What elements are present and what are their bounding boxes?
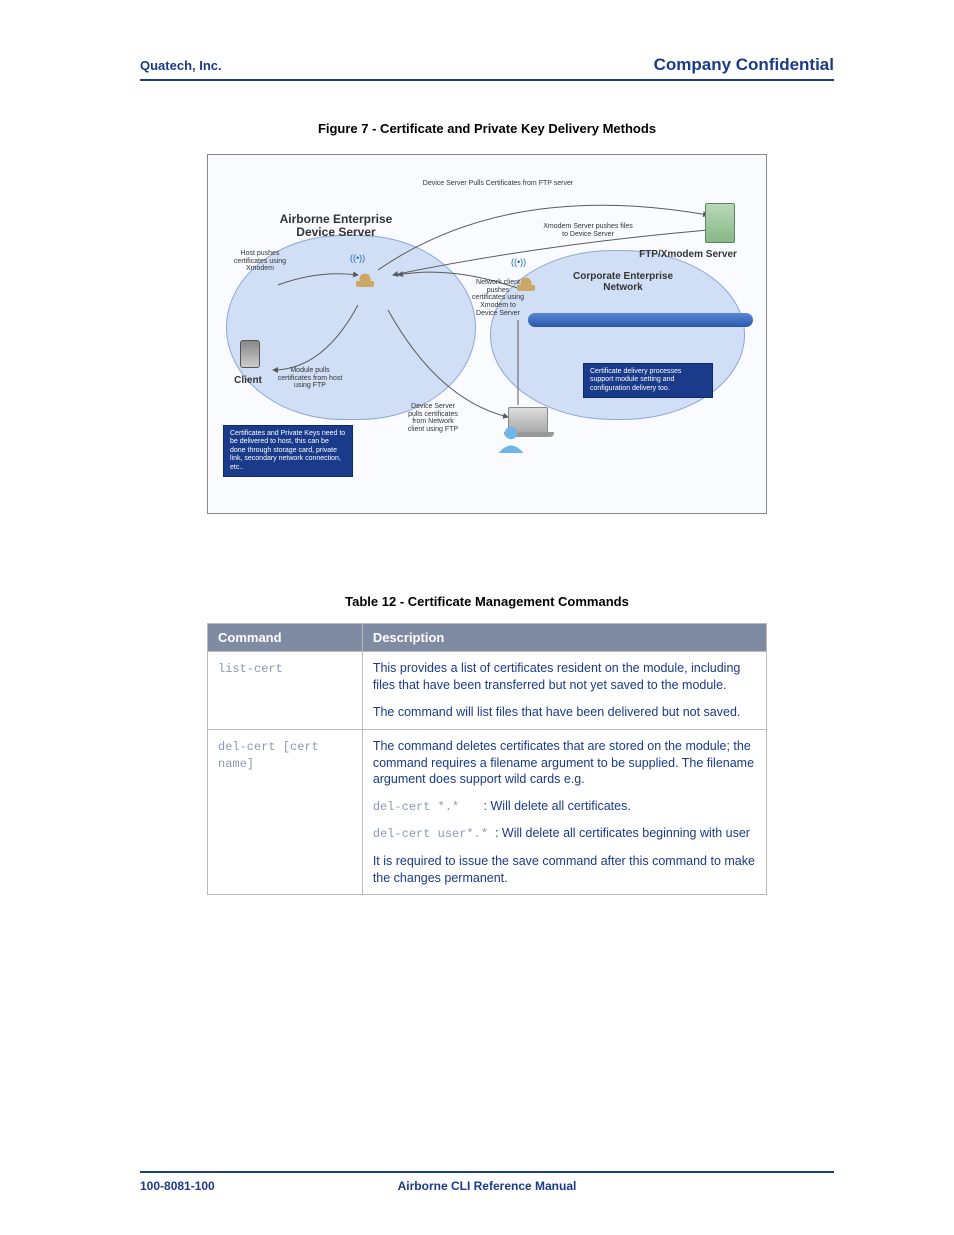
table-row: list-cert This provides a list of certif…	[208, 652, 767, 730]
figure-container: Airborne EnterpriseDevice Server Host pu…	[140, 154, 834, 514]
example-text: : Will delete all certificates beginning…	[495, 826, 750, 840]
example-line: del-cert *.* : Will delete all certifica…	[373, 798, 756, 815]
desc-text: The command will list files that have be…	[373, 704, 756, 721]
desc-text: This provides a list of certificates res…	[373, 660, 756, 694]
desc-text: It is required to issue the save command…	[373, 853, 756, 887]
example-cmd: del-cert *.*	[373, 800, 459, 814]
info-box-left: Certificates and Private Keys need to be…	[223, 425, 353, 477]
client-device-icon	[240, 340, 260, 368]
label-host-pushes: Host pushescertificates usingXmodem	[230, 250, 290, 273]
wifi-icon-left	[356, 263, 374, 287]
label-ds-pulls-ftp: Device Server Pulls Certificates from FT…	[408, 180, 588, 188]
label-ds-pulls-net: Device Serverpulls certificatesfrom Netw…	[398, 403, 468, 434]
table-caption: Table 12 - Certificate Management Comman…	[140, 594, 834, 609]
label-client: Client	[228, 375, 268, 386]
info-box-right: Certificate delivery processes support m…	[583, 363, 713, 398]
table-row: del-cert [cert name] The command deletes…	[208, 729, 767, 895]
ftp-server-icon	[705, 203, 735, 243]
figure-caption: Figure 7 - Certificate and Private Key D…	[140, 121, 834, 136]
label-device-server: Airborne EnterpriseDevice Server	[266, 213, 406, 239]
user-icon	[496, 423, 526, 453]
header-company: Quatech, Inc.	[140, 58, 222, 73]
footer-title: Airborne CLI Reference Manual	[140, 1179, 834, 1193]
label-net-client-push: Network clientpushescertificates usingXm…	[468, 279, 528, 317]
page-footer: 100-8081-100 Airborne CLI Reference Manu…	[140, 1171, 834, 1193]
example-line: del-cert user*.* : Will delete all certi…	[373, 825, 756, 842]
desc-del-cert: The command deletes certificates that ar…	[362, 729, 766, 895]
network-bar	[528, 313, 753, 327]
label-ftp-server: FTP/Xmodem Server	[628, 249, 748, 260]
cmd-del-cert: del-cert [cert name]	[218, 740, 319, 771]
desc-list-cert: This provides a list of certificates res…	[362, 652, 766, 730]
label-corp-net: Corporate EnterpriseNetwork	[553, 271, 693, 293]
label-module-pulls: Module pullscertificates from hostusing …	[270, 367, 350, 390]
commands-table: Command Description list-cert This provi…	[207, 623, 767, 895]
table-header-row: Command Description	[208, 624, 767, 652]
label-xmodem-push: Xmodem Server pushes filesto Device Serv…	[528, 223, 648, 238]
header-confidential: Company Confidential	[654, 55, 834, 75]
cmd-list-cert: list-cert	[218, 662, 283, 676]
desc-text: The command deletes certificates that ar…	[373, 738, 756, 789]
example-text: : Will delete all certificates.	[484, 799, 631, 813]
figure-diagram: Airborne EnterpriseDevice Server Host pu…	[207, 154, 767, 514]
example-cmd: del-cert user*.*	[373, 827, 488, 841]
th-command: Command	[208, 624, 363, 652]
page-header: Quatech, Inc. Company Confidential	[140, 55, 834, 81]
th-description: Description	[362, 624, 766, 652]
